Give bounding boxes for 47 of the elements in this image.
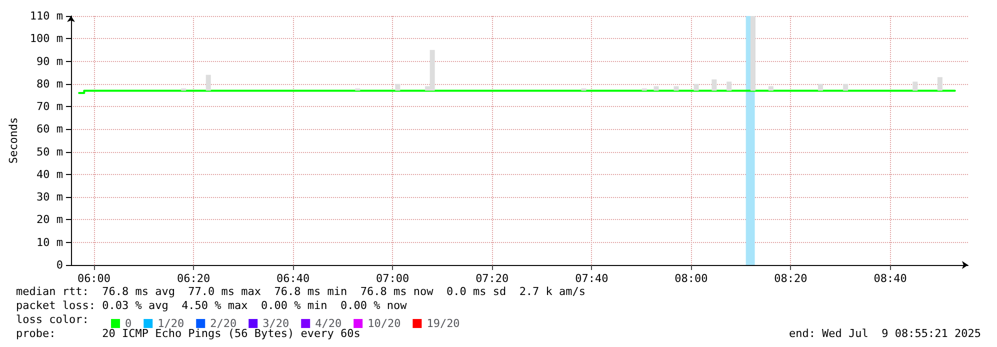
bar xyxy=(843,84,848,91)
x-tick-label: 06:20 xyxy=(176,272,210,285)
bar xyxy=(654,86,659,91)
text: median rtt: 76.8 ms avg 77.0 ms max 76.8 ms min 76.8 ms now 0.0 ms sd 2.7 k am/s xyxy=(16,285,586,298)
bar xyxy=(912,82,918,91)
legend-label: 19/20 xyxy=(426,317,460,330)
y-tick-label: 0 xyxy=(56,258,64,272)
bar xyxy=(694,84,699,91)
bar xyxy=(206,74,211,91)
bar xyxy=(712,79,717,91)
bar xyxy=(674,86,679,91)
legend-label: 1/20 xyxy=(158,317,184,330)
x-tick-label: 07:40 xyxy=(575,272,608,285)
bar xyxy=(937,77,942,91)
text: probe: 20 ICMP Echo Pings (56 Bytes) every 60s xyxy=(16,327,360,340)
x-tick-label: 08:40 xyxy=(874,272,907,285)
y-tick-label: 110 m xyxy=(30,10,64,22)
bar xyxy=(768,86,774,91)
x-tick-label: 07:00 xyxy=(376,272,410,285)
y-axis-title: Seconds xyxy=(7,117,20,164)
bar xyxy=(818,84,823,91)
x-tick-label: 06:40 xyxy=(276,272,310,285)
y-tick-label: 40 m xyxy=(36,168,64,181)
y-tick-label: 70 m xyxy=(36,100,64,114)
y-tick-label: 20 m xyxy=(36,213,64,226)
x-tick-label: 07:20 xyxy=(476,272,509,285)
text: end: Wed Jul 9 08:55:21 2025 xyxy=(788,327,982,340)
x-tick-label: 06:00 xyxy=(77,272,111,285)
legend-label: 3/20 xyxy=(262,317,290,330)
text: packet loss: 0.03 % avg 4.50 % max 0.00 % min 0.00 % now xyxy=(16,299,408,312)
legend-title: loss color: xyxy=(16,313,89,326)
y-tick-label: 80 m xyxy=(36,77,64,90)
bar xyxy=(726,82,732,91)
x-tick-label: 08:20 xyxy=(774,272,808,285)
y-tick-label: 30 m xyxy=(36,190,64,204)
legend-label: 10/20 xyxy=(368,317,401,330)
y-tick-label: 60 m xyxy=(36,122,64,136)
legend-label: 0 xyxy=(125,317,132,330)
x-tick-label: 08:00 xyxy=(674,272,708,285)
y-tick-label: 100 m xyxy=(30,32,64,46)
y-tick-label: 90 m xyxy=(36,54,64,68)
y-tick-label: 50 m xyxy=(36,145,64,158)
y-tick-label: 10 m xyxy=(36,236,64,249)
bar xyxy=(395,84,400,91)
bar xyxy=(750,16,756,91)
legend-label: 4/20 xyxy=(315,317,342,330)
legend-label: 2/20 xyxy=(210,317,237,330)
